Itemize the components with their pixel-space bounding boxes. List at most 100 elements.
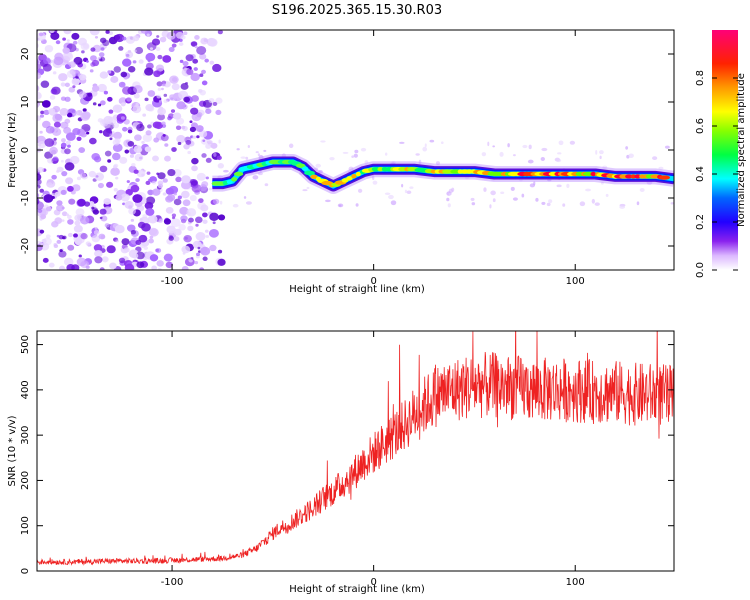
spectrogram-noise-blob xyxy=(252,175,259,180)
spectrogram-noise-blob xyxy=(406,190,412,195)
spectrogram-noise-blob xyxy=(85,241,91,246)
snr-y-tick-label: 300 xyxy=(20,426,31,445)
spectrogram-noise-blob xyxy=(182,199,191,207)
spectrogram-noise-blob xyxy=(124,263,135,270)
spectrogram-noise-blob xyxy=(41,100,51,108)
spectrogram-noise-blob xyxy=(180,35,186,40)
spectrogram-noise-blob xyxy=(89,69,94,73)
spectrogram-noise-blob xyxy=(110,75,119,83)
spectrogram-noise-blob xyxy=(113,163,119,168)
spectrogram-noise-blob xyxy=(90,55,97,62)
spectrogram-noise-blob xyxy=(163,253,173,262)
spectrogram-noise-blob xyxy=(179,42,184,46)
spectrogram-noise-blob xyxy=(49,95,56,100)
snr-line-layer xyxy=(37,331,674,566)
spectrogram-noise-blob xyxy=(110,167,120,176)
spectrogram-noise-blob xyxy=(54,113,62,121)
spectrogram-noise-blob xyxy=(418,159,422,165)
snr-x-tick-label: 0 xyxy=(370,577,376,588)
signal-hotspot xyxy=(226,179,233,185)
spectrogram-noise-blob xyxy=(212,221,216,225)
spectrogram-noise-blob xyxy=(212,101,218,106)
spectrogram-noise-blob xyxy=(171,43,177,48)
spectrogram-noise-blob xyxy=(113,187,118,192)
spectrogram-noise-blob xyxy=(164,155,171,162)
spectrogram-noise-blob xyxy=(40,80,50,88)
spectrogram-noise-blob xyxy=(163,93,168,97)
spectrogram-noise-blob xyxy=(208,228,219,238)
spectrogram-noise-blob xyxy=(79,216,90,225)
spectrogram-noise-blob xyxy=(165,187,174,195)
spectrogram-noise-blob xyxy=(139,243,146,249)
spectrogram-noise-blob xyxy=(173,192,177,196)
spectrogram-noise-blob xyxy=(60,189,67,196)
spectrogram-noise-blob xyxy=(188,217,194,223)
spectrogram-noise-blob xyxy=(37,102,40,108)
spectrogram-noise-blob xyxy=(61,171,68,177)
spectrogram-noise-blob xyxy=(133,93,140,99)
spectrogram-noise-blob xyxy=(133,169,139,174)
spectrogram-noise-blob xyxy=(132,60,137,64)
spectrogram-noise-blob xyxy=(77,198,86,207)
spectrogram-y-tick-label: -20 xyxy=(20,238,31,254)
spectrogram-noise-blob xyxy=(79,172,87,179)
spectrogram-noise-blob xyxy=(628,153,634,159)
spectrogram-noise-blob xyxy=(90,62,96,67)
spectrogram-noise-blob xyxy=(190,41,198,47)
spectrogram-signal-layer xyxy=(211,154,674,194)
spectrogram-noise-blob xyxy=(67,214,72,220)
spectrogram-noise-blob xyxy=(89,137,97,145)
spectrogram-noise-blob xyxy=(619,205,626,209)
spectrogram-noise-blob xyxy=(85,265,90,269)
spectrogram-noise-blob xyxy=(99,267,105,270)
spectrogram-noise-blob xyxy=(127,66,136,73)
spectrogram-noise-blob xyxy=(91,152,100,161)
spectrogram-noise-blob xyxy=(325,199,331,203)
spectrogram-noise-blob xyxy=(217,258,226,266)
spectrogram-noise-blob xyxy=(52,156,59,162)
spectrogram-noise-blob xyxy=(78,147,86,154)
spectrogram-y-tick-label: -10 xyxy=(20,190,31,206)
spectrogram-noise-blob xyxy=(99,58,103,62)
spectrogram-noise-blob xyxy=(107,159,112,163)
spectrogram-noise-blob xyxy=(69,155,80,165)
spectrogram-noise-blob xyxy=(106,245,116,254)
spectrogram-noise-blob xyxy=(99,130,103,134)
spectrogram-noise-blob xyxy=(176,101,186,110)
spectrogram-noise-blob xyxy=(168,94,177,101)
spectrogram-noise-blob xyxy=(138,234,148,243)
spectrogram-noise-blob xyxy=(401,183,404,188)
spectrogram-noise-blob xyxy=(490,190,496,196)
spectrogram-noise-blob xyxy=(37,43,39,49)
spectrogram-noise-blob xyxy=(71,78,80,86)
spectrogram-noise-blob xyxy=(123,247,130,253)
spectrogram-noise-blob xyxy=(52,71,57,75)
spectrogram-noise-blob xyxy=(65,132,76,141)
spectrogram-noise-blob xyxy=(145,208,155,216)
spectrogram-noise-blob xyxy=(144,146,152,153)
spectrogram-noise-blob xyxy=(47,182,53,188)
spectrogram-noise-blob xyxy=(142,113,147,117)
spectrogram-noise-blob xyxy=(529,183,535,188)
spectrogram-noise-blob xyxy=(384,152,388,156)
spectrogram-noise-blob xyxy=(141,223,151,232)
spectrogram-noise-blob xyxy=(126,97,132,102)
spectrogram-noise-blob xyxy=(183,31,188,36)
spectrogram-noise-blob xyxy=(208,187,213,191)
spectrogram-noise-blob xyxy=(209,244,217,252)
spectrogram-noise-blob xyxy=(132,194,143,203)
spectrogram-noise-blob xyxy=(209,60,215,65)
spectrogram-noise-blob xyxy=(39,130,43,134)
spectrogram-noise-blob xyxy=(49,146,58,155)
spectrogram-noise-blob xyxy=(151,38,161,46)
spectrogram-noise-blob xyxy=(147,105,155,112)
spectrogram-noise-blob xyxy=(541,147,548,152)
spectrogram-noise-blob xyxy=(144,201,154,210)
spectrogram-noise-blob xyxy=(45,206,52,212)
spectrogram-noise-blob xyxy=(168,235,174,239)
spectrogram-noise-blob xyxy=(142,133,153,143)
spectrogram-noise-blob xyxy=(202,256,208,261)
spectrogram-noise-blob xyxy=(50,32,60,40)
spectrogram-noise-blob xyxy=(200,37,209,45)
spectrogram-noise-blob xyxy=(171,213,177,218)
